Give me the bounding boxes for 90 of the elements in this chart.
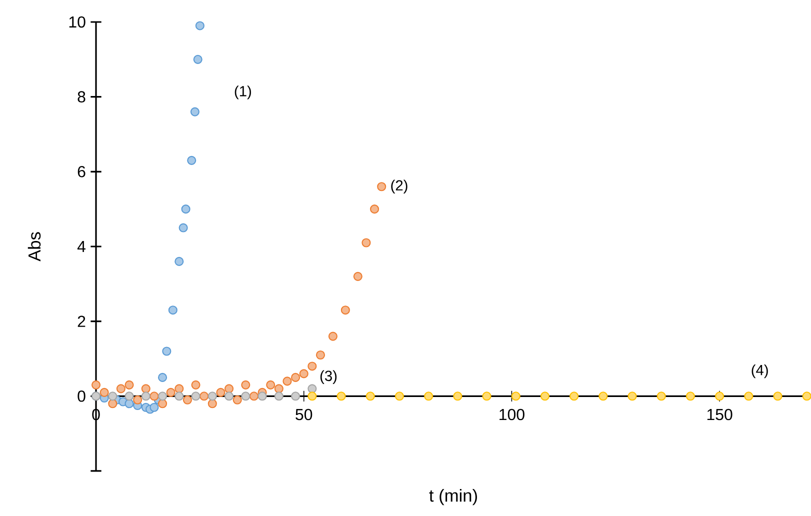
point: [744, 392, 754, 401]
point: [100, 388, 109, 397]
point: [362, 238, 371, 248]
point: [232, 395, 242, 404]
point: [424, 392, 434, 401]
x-tick-label: 100: [500, 408, 524, 420]
point: [353, 272, 362, 281]
point: [482, 392, 492, 401]
y-tick-label: 0: [78, 390, 86, 402]
y-tick-label: 4: [77, 240, 86, 252]
point: [224, 392, 234, 401]
point: [158, 399, 168, 408]
point: [174, 256, 184, 266]
point: [291, 372, 300, 382]
point: [116, 384, 126, 394]
point: [316, 350, 326, 360]
point: [181, 204, 190, 214]
point: [628, 392, 637, 401]
point: [150, 402, 159, 412]
point: [166, 388, 176, 397]
point: [174, 384, 184, 394]
point: [241, 380, 250, 390]
x-tick-label: 50: [296, 408, 312, 420]
point: [158, 372, 168, 382]
point: [208, 392, 217, 401]
point: [141, 392, 150, 401]
annotation: (4): [752, 364, 768, 378]
point: [377, 182, 386, 192]
point: [308, 384, 317, 394]
y-axis-title: Abs: [28, 232, 41, 262]
point: [258, 392, 267, 401]
point: [328, 332, 338, 341]
point: [91, 380, 101, 390]
point: [187, 156, 196, 165]
y-tick-label: 8: [78, 91, 86, 102]
point: [291, 392, 300, 401]
point: [540, 392, 550, 401]
point: [570, 392, 579, 401]
point: [191, 392, 200, 401]
point: [370, 204, 380, 214]
point: [124, 392, 134, 401]
point: [394, 392, 404, 401]
point: [340, 306, 350, 315]
point: [108, 392, 118, 401]
point: [308, 362, 317, 371]
y-tick-label: 2: [78, 316, 86, 327]
point: [150, 392, 159, 401]
x-tick-label: 150: [707, 408, 732, 420]
point: [241, 392, 250, 401]
point: [124, 380, 134, 390]
point: [511, 392, 520, 401]
point: [308, 392, 317, 401]
point: [195, 21, 204, 30]
point: [162, 346, 172, 356]
point: [453, 392, 462, 401]
point: [158, 392, 168, 401]
point: [598, 392, 608, 401]
point: [178, 223, 188, 232]
point: [274, 384, 284, 394]
point: [141, 384, 150, 394]
point: [715, 392, 724, 401]
point: [224, 384, 234, 394]
point: [182, 395, 192, 404]
point: [208, 399, 217, 408]
point: [266, 380, 276, 390]
point: [274, 392, 284, 401]
point: [686, 392, 695, 401]
annotation: (3): [320, 370, 337, 384]
point: [191, 380, 200, 390]
point: [174, 392, 184, 401]
point: [200, 392, 209, 401]
point: [336, 392, 346, 401]
point: [216, 388, 226, 397]
point: [773, 392, 782, 401]
point: [366, 392, 375, 401]
y-tick-label: 6: [78, 166, 86, 178]
x-axis-title: t (min): [429, 489, 477, 506]
point: [282, 376, 292, 386]
annotation: (2): [391, 180, 408, 194]
point: [193, 54, 202, 64]
point: [249, 392, 259, 401]
annotation: (1): [234, 86, 251, 100]
point: [299, 369, 308, 378]
point: [108, 399, 118, 408]
point: [133, 395, 142, 404]
point: [168, 306, 178, 315]
point: [190, 107, 200, 116]
point: [656, 392, 666, 401]
y-tick-label: 10: [69, 16, 86, 28]
point: [124, 399, 134, 408]
